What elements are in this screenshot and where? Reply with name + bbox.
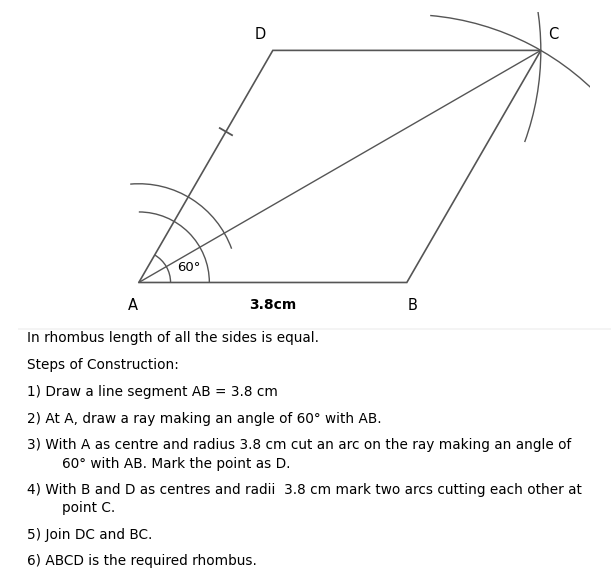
Text: D: D (255, 27, 266, 42)
Text: B: B (408, 298, 417, 313)
Text: Steps of Construction:: Steps of Construction: (27, 358, 179, 372)
Text: 6) ABCD is the required rhombus.: 6) ABCD is the required rhombus. (27, 554, 257, 568)
Text: 2) At A, draw a ray making an angle of 60° with AB.: 2) At A, draw a ray making an angle of 6… (27, 412, 382, 426)
Text: 60°: 60° (178, 261, 201, 274)
Text: C: C (549, 27, 558, 42)
Text: 3.8cm: 3.8cm (249, 298, 296, 312)
Text: A: A (128, 298, 138, 313)
Text: 5) Join DC and BC.: 5) Join DC and BC. (27, 528, 153, 542)
Text: 4) With B and D as centres and radii  3.8 cm mark two arcs cutting each other at: 4) With B and D as centres and radii 3.8… (27, 483, 582, 516)
Text: 1) Draw a line segment AB = 3.8 cm: 1) Draw a line segment AB = 3.8 cm (27, 385, 278, 399)
Text: 3) With A as centre and radius 3.8 cm cut an arc on the ray making an angle of
 : 3) With A as centre and radius 3.8 cm cu… (27, 438, 571, 471)
Text: In rhombus length of all the sides is equal.: In rhombus length of all the sides is eq… (27, 331, 319, 345)
